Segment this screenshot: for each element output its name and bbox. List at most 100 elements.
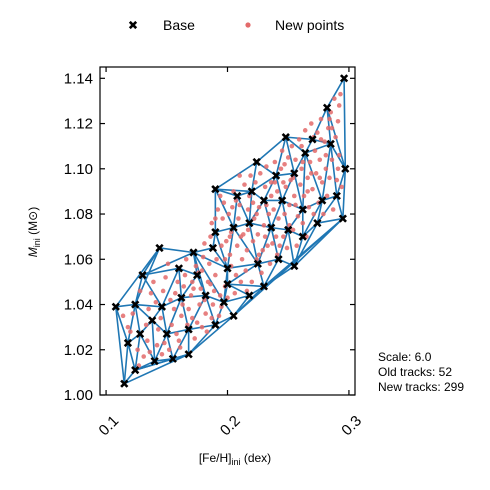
new-point [298, 182, 303, 187]
new-point [323, 152, 329, 158]
mesh-edge [151, 319, 156, 362]
base-point [338, 214, 347, 223]
new-point [273, 234, 279, 239]
base-point [123, 338, 133, 348]
mesh-edge [311, 138, 332, 145]
y-tick-label: 1.14 [64, 70, 93, 87]
new-point [254, 211, 259, 217]
new-point [166, 347, 172, 353]
new-point [182, 272, 188, 278]
new-point [251, 216, 257, 221]
new-point [237, 173, 242, 178]
annotation-scale: Scale: 6.0 [378, 350, 432, 364]
new-point [322, 139, 327, 144]
new-point [135, 347, 140, 353]
y-tick-label: 1.10 [64, 161, 93, 178]
new-point [290, 227, 296, 233]
new-point [313, 171, 319, 176]
new-point [209, 220, 215, 226]
mesh-edge [161, 305, 168, 335]
new-point [305, 175, 310, 181]
new-point [227, 234, 233, 239]
mesh-edge [257, 262, 265, 288]
mesh-edge [214, 161, 258, 190]
mesh-edge [134, 247, 161, 306]
mesh-edge [304, 152, 324, 202]
base-point [341, 164, 350, 173]
new-point [199, 324, 205, 330]
mesh-edge [255, 136, 287, 163]
legend-new-marker [245, 22, 251, 28]
new-point [183, 256, 189, 262]
new-point [192, 336, 198, 341]
new-point [260, 247, 266, 253]
mesh-edge [316, 217, 344, 224]
new-point [239, 256, 245, 262]
new-point [155, 327, 161, 332]
new-point [315, 130, 320, 135]
base-point [211, 185, 220, 194]
sun-symbol: ⊙ [26, 211, 40, 221]
new-point [213, 272, 218, 278]
new-point [308, 171, 314, 176]
base-point [281, 133, 290, 142]
base-point [233, 191, 242, 201]
new-point [171, 306, 177, 312]
base-point [177, 293, 186, 302]
base-point [223, 264, 232, 273]
base-point [131, 365, 140, 375]
new-point [214, 256, 219, 262]
base-point [184, 325, 193, 334]
mesh-edge [139, 333, 156, 362]
new-point [230, 204, 235, 210]
new-point [199, 268, 205, 273]
base-point [229, 223, 238, 232]
new-point [163, 275, 168, 280]
mesh-edge [172, 328, 190, 360]
base-point [211, 228, 220, 237]
new-point [325, 125, 331, 131]
new-point [301, 193, 307, 199]
mesh-edge [275, 174, 283, 202]
new-point [146, 306, 151, 312]
new-point [336, 103, 342, 108]
mesh-edge [178, 267, 198, 276]
base-point [326, 139, 335, 149]
new-point [221, 200, 227, 206]
new-point [188, 293, 194, 298]
annotations: Scale: 6.0 Old tracks: 52 New tracks: 29… [378, 350, 464, 394]
new-point [148, 290, 154, 296]
new-point [262, 184, 268, 190]
base-point [155, 243, 164, 253]
mesh-edge [301, 199, 324, 238]
mesh-edge [114, 247, 161, 308]
base-point [259, 196, 269, 205]
mesh-edge [153, 333, 168, 362]
new-point [335, 166, 341, 172]
base-point [157, 302, 167, 311]
base-point [223, 280, 232, 289]
new-point [227, 252, 233, 258]
new-point [321, 211, 326, 217]
mesh-edge [180, 274, 198, 299]
new-point [244, 247, 250, 253]
base-point [120, 379, 129, 388]
base-point [313, 218, 322, 228]
mesh-edge [192, 251, 198, 276]
mesh-edge [275, 172, 296, 177]
base-point [259, 282, 269, 291]
new-point [334, 177, 340, 183]
new-point [300, 220, 306, 226]
mesh-edge [187, 315, 235, 356]
base-point [184, 350, 193, 359]
base-point [332, 191, 341, 201]
legend-base-label: Base [163, 17, 195, 33]
new-point [186, 306, 191, 312]
mesh-edge [311, 106, 328, 141]
new-point [147, 349, 153, 355]
base-point [322, 103, 332, 112]
new-point [203, 311, 208, 316]
y-tick-label: 1.08 [64, 206, 93, 223]
mesh-edge [287, 229, 296, 267]
new-point [162, 340, 167, 346]
